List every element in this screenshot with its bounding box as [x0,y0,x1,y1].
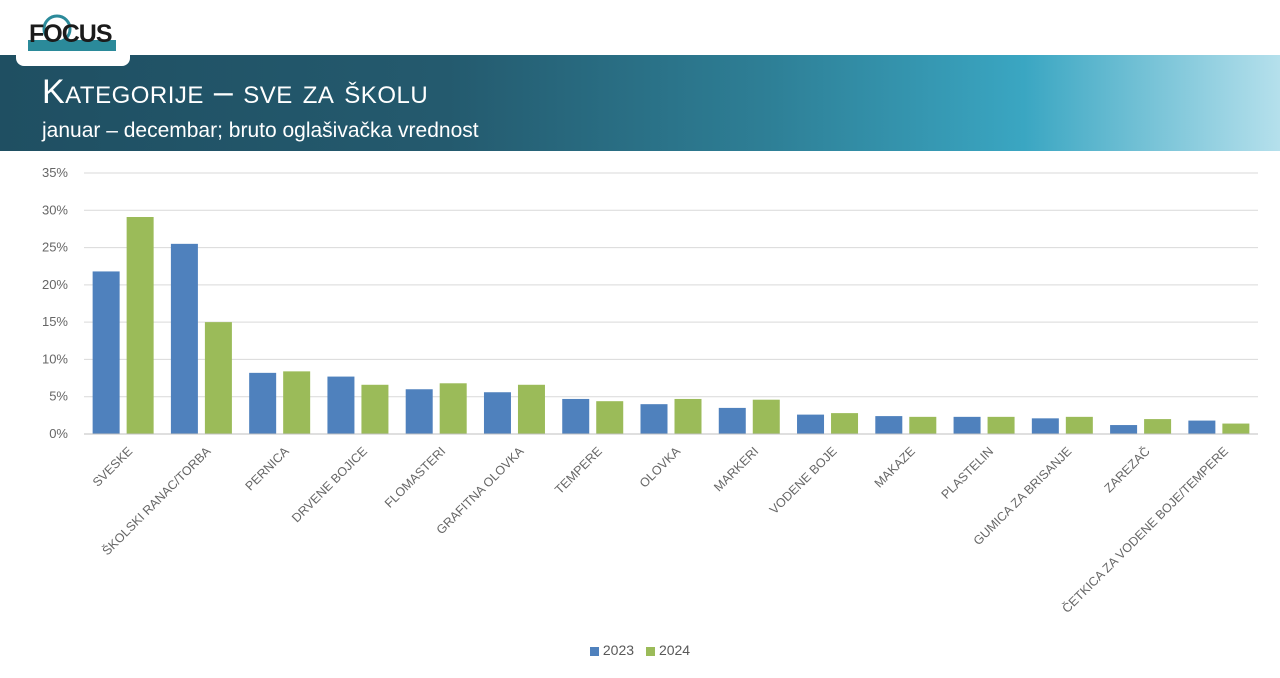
bar-2023-6 [562,398,590,434]
x-tick-label: TEMPERE [552,444,605,497]
bar-2024-13 [1144,419,1172,434]
bar-2023-11 [953,416,981,434]
bar-2023-10 [875,416,903,434]
focus-logo: FOCUS [16,0,130,66]
x-tick-label: SVESKE [90,444,135,489]
x-tick-label: OLOVKA [637,444,684,491]
legend-item-2024: 2024 [645,642,691,658]
bar-2024-12 [1065,416,1093,434]
bar-2024-8 [752,399,780,434]
focus-logo-graphic: FOCUS [28,14,116,51]
bar-2023-2 [249,372,277,434]
x-tick-label: DRVENE BOJICE [289,444,370,525]
chart-legend: 2023 2024 [0,642,1280,658]
x-tick-label: MARKERI [711,444,761,494]
legend-swatch-2023 [589,646,599,656]
logo-text: FOCUS [29,20,112,48]
bar-2024-0 [126,216,154,434]
bar-2024-14 [1222,423,1250,434]
bar-2024-4 [439,383,467,434]
bar-2024-2 [283,371,311,434]
x-tick-label: FLOMASTERI [382,444,448,510]
legend-label-2024: 2024 [658,642,691,658]
bar-2023-0 [92,271,120,434]
page-title: Kategorije – sve za školu [42,73,429,111]
bar-2023-1 [170,243,198,434]
bar-2023-9 [797,414,825,434]
bar-2023-5 [483,392,511,434]
bar-2024-10 [909,416,937,434]
bar-2023-12 [1031,418,1059,434]
bar-2023-7 [640,404,668,434]
bar-2024-5 [517,384,545,434]
x-tick-label: ZAREZAČ [1101,444,1153,496]
y-tick-label: 15% [42,314,68,329]
y-tick-label: 25% [42,240,68,255]
y-tick-label: 0% [49,426,68,441]
y-tick-label: 30% [42,202,68,217]
bar-2024-6 [596,401,624,434]
legend-item-2023: 2023 [589,642,635,658]
bar-2024-3 [361,384,389,434]
bar-2023-3 [327,376,355,434]
bar-2024-9 [831,413,859,434]
x-tick-label: GRAFITNA OLOVKA [434,444,527,537]
x-tick-label: ČETKICA ZA VODENE BOJE/TEMPERE [1059,444,1231,616]
page-subtitle: januar – decembar; bruto oglašivačka vre… [42,119,479,142]
y-tick-label: 10% [42,351,68,366]
y-tick-label: 35% [42,165,68,180]
legend-label-2023: 2023 [602,642,635,658]
bar-2023-14 [1188,420,1216,434]
x-tick-label: PLASTELIN [939,444,997,502]
legend-swatch-2024 [645,646,655,656]
y-tick-label: 20% [42,277,68,292]
header-banner [0,55,1280,151]
bar-2024-11 [987,416,1015,434]
x-tick-label: MAKAZE [872,444,918,490]
bar-2024-1 [204,322,232,434]
bar-2023-4 [405,389,433,434]
bar-2023-8 [718,407,746,434]
bar-2023-13 [1110,425,1138,434]
x-tick-label: VODENE BOJE [767,444,840,517]
y-tick-label: 5% [49,389,68,404]
x-tick-label: PERNICA [243,444,293,494]
bar-2024-7 [674,398,702,434]
